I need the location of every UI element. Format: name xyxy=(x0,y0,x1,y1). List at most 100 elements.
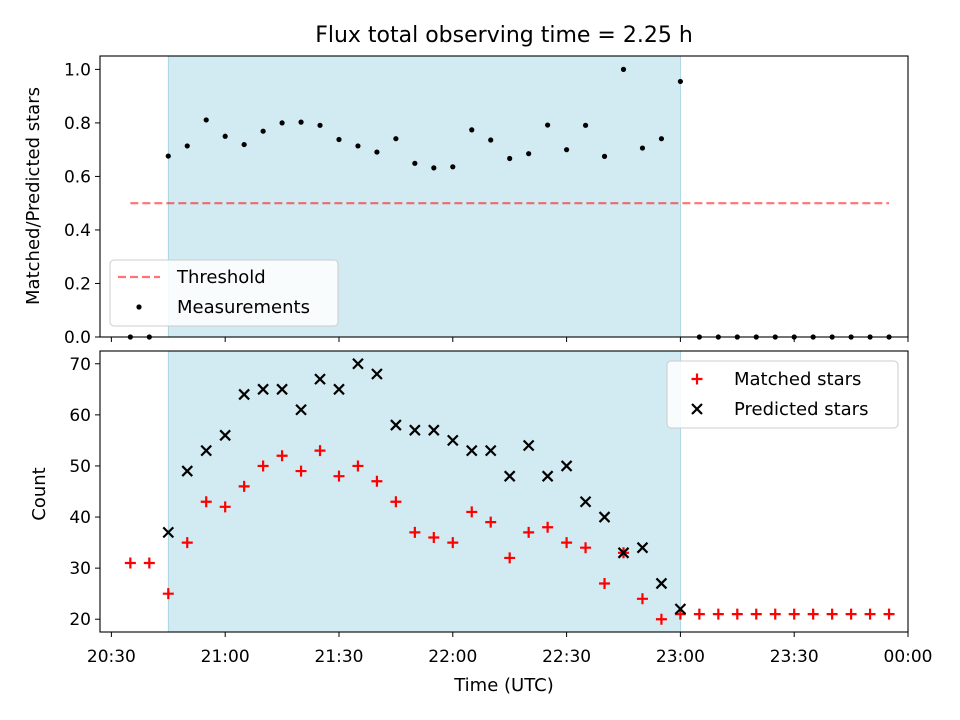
measurement-point xyxy=(184,143,190,149)
predicted-star-point xyxy=(219,429,231,442)
predicted-star-point xyxy=(162,526,175,539)
matched-star-point xyxy=(447,537,459,549)
predicted-star-point xyxy=(636,541,649,554)
measurement-point xyxy=(658,136,665,142)
figure-title: Flux total observing time = 2.25 h xyxy=(315,23,693,48)
matched-star-point xyxy=(352,460,364,472)
measurement-point xyxy=(431,165,437,171)
matched-star-point xyxy=(181,537,193,549)
predicted-star-point xyxy=(257,383,269,396)
y-tick-label: 0.8 xyxy=(64,114,91,134)
measurement-point xyxy=(582,122,589,128)
measurement-point xyxy=(374,149,380,155)
bottom-panel: 20 30 40 50 60 70 20:30 21:00 21:30 22:00 22:30 23:… xyxy=(69,350,933,667)
predicted-star-point xyxy=(390,419,402,431)
matched-star-point xyxy=(504,552,516,564)
predicted-star-point xyxy=(598,511,611,523)
predicted-star-point xyxy=(409,424,421,436)
measurement-point xyxy=(355,143,361,149)
x-tick-label: 23:30 xyxy=(770,647,819,667)
matched-star-point xyxy=(314,445,326,457)
matched-star-point xyxy=(561,537,573,549)
matched-star-point xyxy=(636,593,648,605)
matched-star-point xyxy=(143,557,155,569)
legend-matched-label: Matched stars xyxy=(734,369,861,390)
legend-box xyxy=(109,259,339,327)
measurement-point xyxy=(260,128,266,134)
observing-window-span xyxy=(167,350,681,633)
predicted-star-point xyxy=(541,470,554,482)
measurement-point xyxy=(601,153,608,159)
matched-star-point xyxy=(485,516,497,528)
predicted-star-point xyxy=(333,383,345,396)
legend-box xyxy=(666,360,899,429)
predicted-star-point xyxy=(200,444,212,457)
y-tick-label: 0.6 xyxy=(64,167,91,187)
matched-star-point xyxy=(580,542,592,554)
matched-star-point xyxy=(845,608,857,620)
legend-predicted-swatch xyxy=(691,403,703,415)
matched-star-point xyxy=(750,608,762,620)
x-tick-label: 00:00 xyxy=(884,647,933,667)
measurement-point xyxy=(241,141,247,148)
matched-star-point xyxy=(124,557,136,569)
x-tick-label: 21:00 xyxy=(201,647,250,667)
x-tick-label: 23:00 xyxy=(656,647,705,667)
x-axis-label: Time (UTC) xyxy=(453,675,554,696)
bottom-axes-frame xyxy=(99,350,909,633)
y-tick-label: 50 xyxy=(69,457,91,477)
matched-star-point xyxy=(788,608,800,620)
matched-star-point xyxy=(200,496,212,508)
predicted-star-point xyxy=(276,383,288,396)
y-tick-label: 30 xyxy=(69,559,91,579)
y-tick-label: 1.0 xyxy=(64,60,91,80)
predicted-star-point xyxy=(522,439,535,452)
measurement-point xyxy=(165,153,171,159)
matched-star-point xyxy=(693,608,705,620)
predicted-star-point xyxy=(674,603,687,615)
matched-star-point xyxy=(409,526,421,538)
matched-star-point xyxy=(390,496,402,508)
measurement-point xyxy=(393,136,399,142)
measurement-point xyxy=(677,78,683,85)
matched-star-point xyxy=(826,608,838,620)
measurement-point xyxy=(336,136,342,143)
legend-threshold-label: Threshold xyxy=(176,267,266,288)
measurement-point xyxy=(545,122,551,128)
matched-star-point xyxy=(655,613,667,625)
top-legend: Threshold Measurements xyxy=(109,259,339,327)
matched-star-point xyxy=(712,608,724,620)
measurement-point xyxy=(279,120,285,126)
predicted-star-point xyxy=(465,444,478,457)
measurement-point xyxy=(222,133,228,139)
matched-star-point xyxy=(295,465,307,477)
measurement-point xyxy=(507,155,513,162)
measurement-point xyxy=(639,145,646,151)
measurement-point xyxy=(317,122,323,128)
measurement-point xyxy=(203,117,209,123)
measurement-point xyxy=(488,137,494,143)
x-tick-label: 21:30 xyxy=(314,647,363,667)
matched-star-point xyxy=(333,470,345,482)
top-panel: 0.0 0.2 0.4 0.6 0.8 1.0 Threshold Measurements xyxy=(64,55,909,348)
x-tick-label: 20:30 xyxy=(87,647,136,667)
matched-star-point xyxy=(371,475,383,487)
x-tick-label: 22:30 xyxy=(542,647,591,667)
y-tick-label: 20 xyxy=(69,610,91,630)
matched-star-point xyxy=(883,608,895,620)
matched-star-point xyxy=(276,450,288,462)
predicted-star-point xyxy=(579,495,592,508)
predicted-star-point xyxy=(181,465,194,477)
y-tick-label: 0.0 xyxy=(64,328,91,348)
bottom-y-axis-label: Count xyxy=(29,467,50,520)
measurement-point xyxy=(526,151,532,157)
legend-measurement-swatch xyxy=(136,304,142,310)
matched-star-point xyxy=(599,577,611,589)
predicted-star-point xyxy=(503,470,516,482)
predicted-star-point xyxy=(295,403,307,416)
legend-measurement-label: Measurements xyxy=(177,297,310,318)
x-tick-label: 22:00 xyxy=(428,647,477,667)
y-tick-label: 0.4 xyxy=(64,221,91,241)
matched-star-point xyxy=(428,531,440,543)
